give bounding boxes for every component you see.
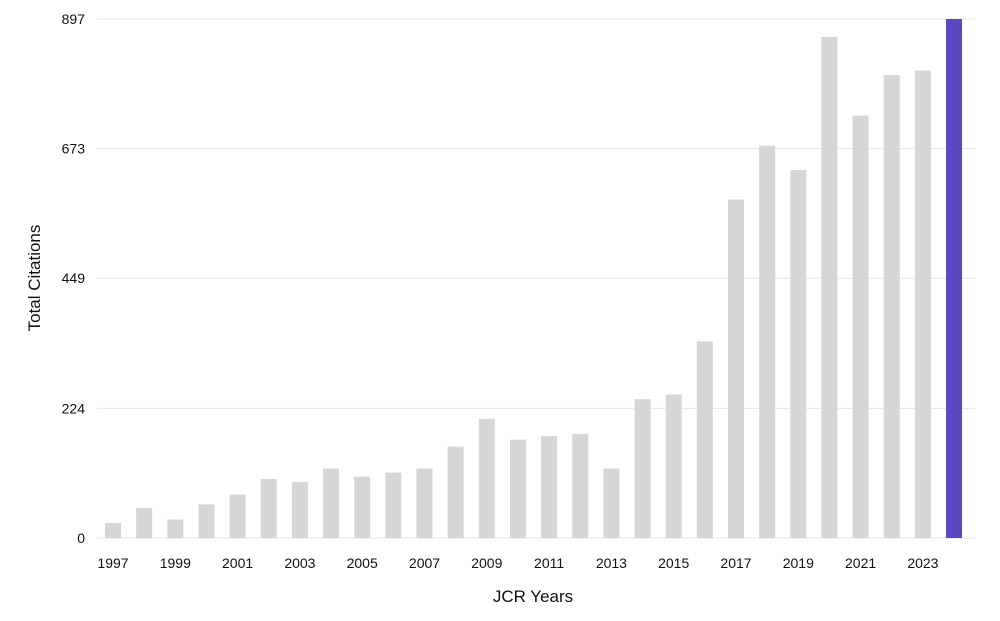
bar-2015[interactable]: [665, 394, 682, 538]
bar-2004[interactable]: [323, 468, 340, 538]
x-tick-label: 2011: [534, 555, 564, 571]
bar-2018[interactable]: [759, 145, 776, 538]
y-tick-label: 449: [62, 270, 86, 286]
x-tick-label: 2013: [596, 555, 627, 571]
bar-2023[interactable]: [914, 70, 931, 539]
x-tick-label: 2019: [783, 555, 814, 571]
bar-2024[interactable]: [946, 19, 963, 538]
bar-2009[interactable]: [478, 418, 495, 538]
bar-2003[interactable]: [291, 481, 308, 538]
bar-1998[interactable]: [136, 507, 153, 538]
bar-2002[interactable]: [260, 478, 277, 538]
x-tick-label: 1997: [97, 555, 128, 571]
x-tick-label: 2007: [409, 555, 440, 571]
bar-2010[interactable]: [509, 439, 526, 538]
x-tick-label: 2021: [845, 555, 876, 571]
y-tick-label: 224: [62, 400, 86, 416]
bars: [105, 19, 963, 539]
bar-1999[interactable]: [167, 519, 184, 538]
bar-2006[interactable]: [385, 472, 402, 538]
bar-2017[interactable]: [728, 199, 744, 538]
x-axis-title: JCR Years: [493, 587, 573, 606]
gridlines: [97, 18, 975, 539]
bar-2007[interactable]: [416, 468, 433, 538]
x-tick-label: 2017: [720, 555, 751, 571]
bar-2001[interactable]: [229, 494, 246, 538]
x-tick-label: 2015: [658, 555, 689, 571]
bar-2011[interactable]: [541, 436, 558, 538]
y-axis-title: Total Citations: [25, 225, 44, 332]
bar-2016[interactable]: [696, 341, 713, 538]
x-tick-label: 2005: [347, 555, 378, 571]
bar-2012[interactable]: [572, 433, 589, 538]
y-tick-label: 673: [62, 141, 86, 157]
bar-2019[interactable]: [790, 170, 807, 538]
y-tick-label: 897: [62, 11, 86, 27]
bar-2000[interactable]: [198, 504, 215, 538]
bar-2020[interactable]: [821, 36, 838, 538]
bar-1997[interactable]: [105, 522, 121, 538]
y-tick-labels: 0 224 449 673 897: [62, 11, 86, 546]
x-tick-labels: 1997 1999 2001 2003 2005 2007 2009 2011 2013 2015…: [97, 555, 938, 571]
y-tick-label: 0: [77, 530, 85, 546]
x-tick-label: 2001: [222, 555, 253, 571]
x-tick-label: 2023: [907, 555, 938, 571]
bar-2022[interactable]: [883, 75, 900, 539]
bar-2005[interactable]: [354, 476, 371, 538]
x-tick-label: 2003: [284, 555, 315, 571]
bar-2008[interactable]: [447, 446, 464, 538]
bar-2021[interactable]: [852, 115, 869, 538]
bar-2014[interactable]: [634, 399, 651, 538]
bar-2013[interactable]: [603, 468, 620, 538]
x-tick-label: 1999: [160, 555, 191, 571]
x-tick-label: 2009: [471, 555, 502, 571]
